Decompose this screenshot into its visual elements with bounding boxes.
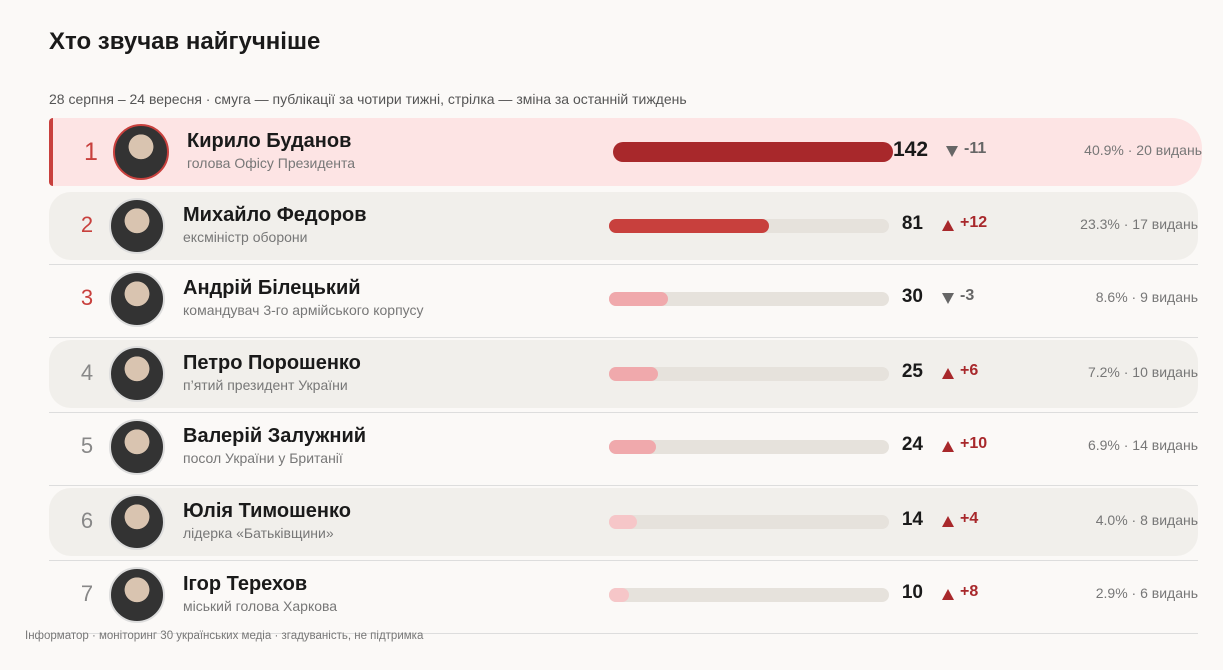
avatar [109,346,165,402]
count: 10 [901,582,923,603]
change: +6 [960,362,979,379]
rank: 6 [80,508,94,533]
bar [609,515,637,529]
trend-arrow [942,293,954,304]
trend-arrow [942,220,954,231]
count: 24 [901,434,923,455]
bar [609,292,669,306]
change: -3 [960,287,975,304]
share-stats: 2.9% · 6 видань [1095,585,1198,601]
ranking-row: 3 Андрій Білецький командувач 3-го армійсь… [49,264,1198,338]
person-role: голова Офісу Президента [187,155,356,171]
bar [609,588,629,602]
bar [609,367,659,381]
share-stats: 23.3% · 17 видань [1080,216,1198,232]
person-name: Кирило Буданов [187,130,352,152]
person-name: Ігор Терехов [183,573,308,595]
person-name: Юлія Тимошенко [183,500,351,522]
ranking-row: 4 Петро Порошенко п’ятий президент України… [49,340,1198,408]
avatar [109,198,165,254]
count: 81 [901,213,923,234]
trend-arrow [942,368,954,379]
change: +10 [960,435,988,452]
trend-arrow [946,146,958,157]
bar-track [609,292,889,306]
count: 30 [901,286,923,307]
avatar [109,271,165,327]
title: Хто звучав найгучніше [49,28,321,55]
person-role: лідерка «Батьківщини» [183,525,334,541]
avatar [113,124,169,180]
bar [609,219,769,233]
bar [609,440,657,454]
bar-track [609,219,889,233]
person-name: Петро Порошенко [183,352,361,374]
ranking-row: 6 Юлія Тимошенко лідерка «Батьківщини» 14 +4… [49,488,1198,556]
rank: 2 [80,212,94,237]
trend-arrow [942,516,954,527]
trend-arrow [942,441,954,452]
bar-track [609,440,889,454]
ranking-row: 1 Кирило Буданов голова Офісу Президента 14… [49,118,1202,186]
share-stats: 6.9% · 14 видань [1087,437,1198,453]
person-name: Валерій Залужний [183,425,367,447]
bar-track [609,515,889,529]
change: +4 [960,510,979,527]
rank: 7 [80,581,94,606]
count: 25 [901,361,923,382]
count: 14 [901,509,923,530]
change: +8 [960,583,979,600]
avatar [109,419,165,475]
avatar [109,567,165,623]
person-name: Андрій Білецький [183,277,361,299]
share-stats: 7.2% · 10 видань [1087,364,1198,380]
footer: Інформатор · моніторинг 30 українських м… [25,630,424,642]
ranking-row: 2 Михайло Федоров ексміністр оборони 81 +12 2… [49,192,1198,260]
change: +12 [960,214,988,231]
bar-track [609,367,889,381]
subtitle: 28 серпня – 24 вересня · смуга — публіка… [49,91,687,107]
person-name: Михайло Федоров [183,204,367,226]
rank: 4 [80,360,94,385]
share-stats: 4.0% · 8 видань [1095,512,1198,528]
person-role: міський голова Харкова [183,598,338,614]
person-role: ексміністр оборони [183,229,308,245]
rank: 5 [80,433,94,458]
person-role: посол України у Британії [183,450,343,466]
ranking-row: 5 Валерій Залужний посол України у Британі… [49,412,1198,486]
bar [613,142,893,162]
count: 142 [893,138,929,161]
rank: 3 [80,285,94,310]
share-stats: 8.6% · 9 видань [1095,289,1198,305]
avatar [109,494,165,550]
change: -11 [964,140,987,157]
share-stats: 40.9% · 20 видань [1084,142,1202,158]
bar-track [609,588,889,602]
person-role: командувач 3-го армійського корпусу [183,302,424,318]
ranking-row: 7 Ігор Терехов міський голова Харкова 10 +8 2… [49,560,1198,634]
rank: 1 [84,138,98,166]
trend-arrow [942,589,954,600]
bar-track [613,142,893,162]
person-role: п’ятий президент України [183,377,348,393]
